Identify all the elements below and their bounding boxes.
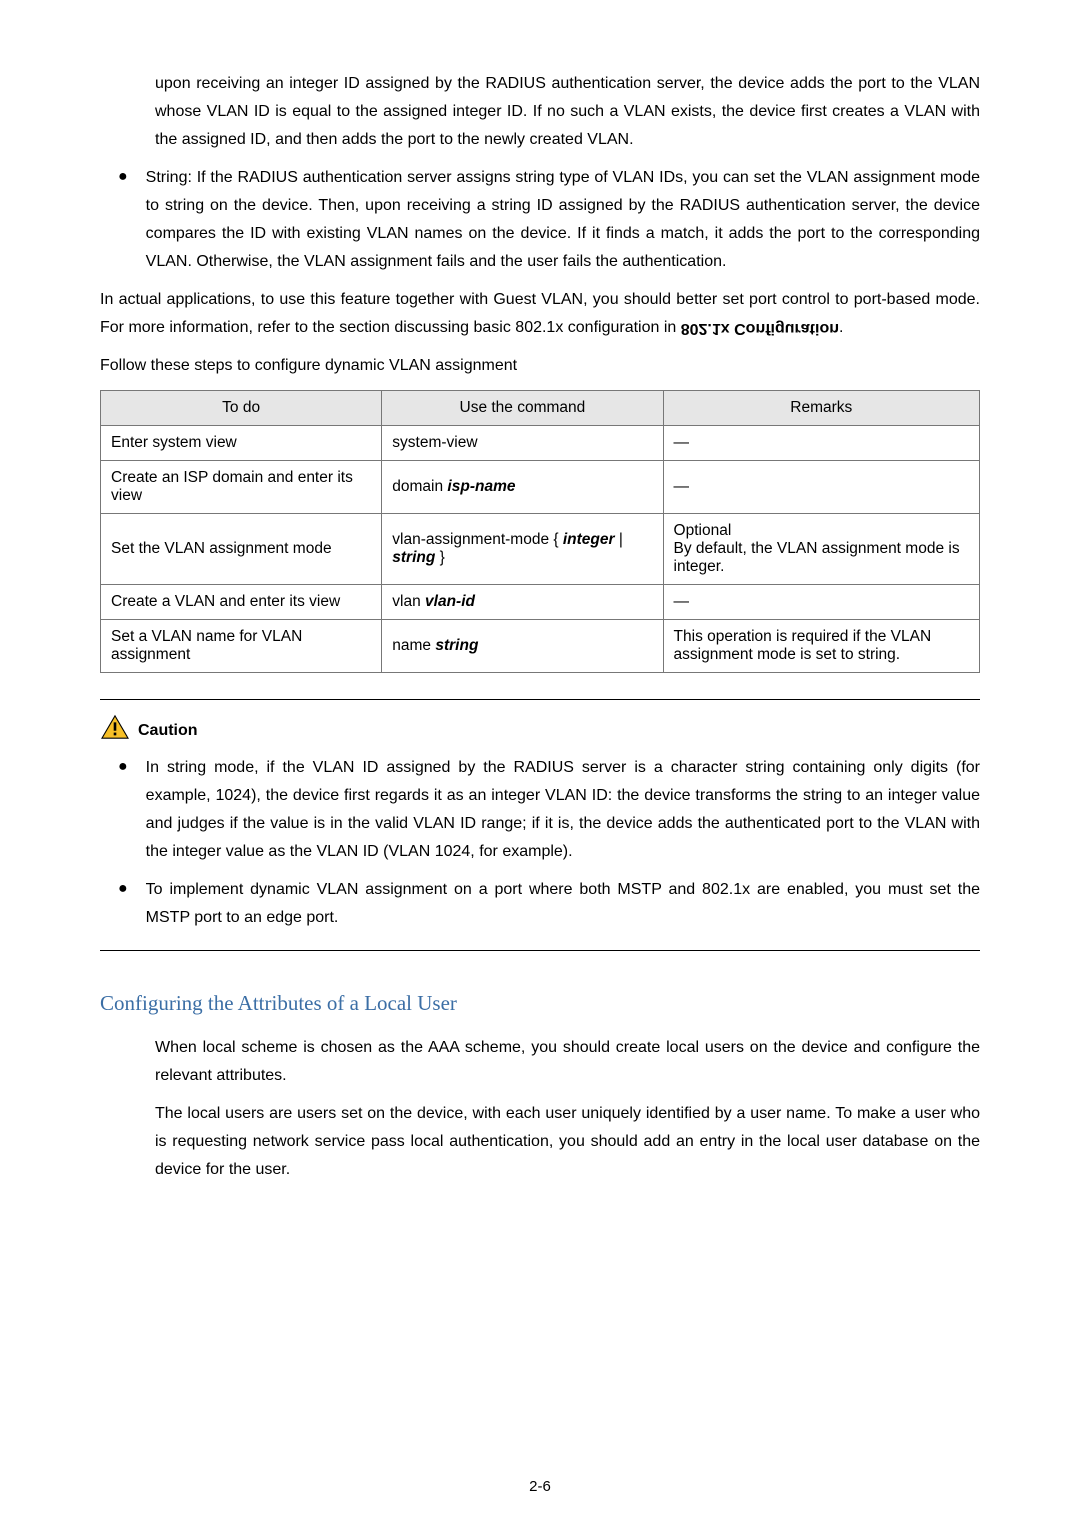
bullet-dot: ● [118,876,128,932]
cmd-arg: vlan-id [425,593,475,610]
td-cmd: system-view [382,426,663,461]
td-todo: Set a VLAN name for VLAN assignment [101,620,382,673]
table-header-row: To do Use the command Remarks [101,391,980,426]
td-cmd: domain isp-name [382,461,663,514]
td-remarks: — [663,426,979,461]
follow-steps-text: Follow these steps to configure dynamic … [100,352,980,380]
cmd-arg: string [435,637,478,654]
td-cmd: vlan vlan-id [382,585,663,620]
caution-bullet-row: ● To implement dynamic VLAN assignment o… [118,876,980,932]
th-command: Use the command [382,391,663,426]
cmd-text: name [392,637,435,654]
table-row: Create an ISP domain and enter its view … [101,461,980,514]
td-todo: Enter system view [101,426,382,461]
td-remarks: — [663,461,979,514]
td-remarks: This operation is required if the VLAN a… [663,620,979,673]
actual-apps-bold: 802.1x Configuration [681,314,839,342]
table-row: Enter system view system-view — [101,426,980,461]
caution-b2-text: To implement dynamic VLAN assignment on … [146,876,980,932]
actual-apps-text: In actual applications, to use this feat… [100,291,980,336]
td-remarks: — [663,585,979,620]
td-todo: Create a VLAN and enter its view [101,585,382,620]
remarks-optional: Optional [674,522,969,540]
caution-label: Caution [138,722,198,740]
local-user-p1: When local scheme is chosen as the AAA s… [155,1034,980,1090]
td-todo: Set the VLAN assignment mode [101,514,382,585]
caution-bottom-rule [100,950,980,951]
cmd-text: } [435,549,444,566]
td-cmd: name string [382,620,663,673]
continuation-para: upon receiving an integer ID assigned by… [155,70,980,154]
bullet-dot: ● [118,164,128,276]
bullet-string-row: ● String: If the RADIUS authentication s… [118,164,980,276]
local-user-p2: The local users are users set on the dev… [155,1100,980,1184]
table-row: Set the VLAN assignment mode vlan-assign… [101,514,980,585]
td-remarks: Optional By default, the VLAN assignment… [663,514,979,585]
cmd-arg: isp-name [447,478,515,495]
bullet-string-text: String: If the RADIUS authentication ser… [146,164,980,276]
caution-heading: Caution [100,714,980,740]
section-heading-local-user: Configuring the Attributes of a Local Us… [100,991,980,1016]
actual-applications-para: In actual applications, to use this feat… [100,286,980,342]
caution-b1-text: In string mode, if the VLAN ID assigned … [146,754,980,866]
cmd-text: domain [392,478,447,495]
table-row: Set a VLAN name for VLAN assignment name… [101,620,980,673]
bullet-dot: ● [118,754,128,866]
caution-top-rule [100,699,980,700]
caution-bullet-row: ● In string mode, if the VLAN ID assigne… [118,754,980,866]
remarks-default: By default, the VLAN assignment mode is … [674,540,969,576]
config-table: To do Use the command Remarks Enter syst… [100,390,980,673]
table-row: Create a VLAN and enter its view vlan vl… [101,585,980,620]
th-remarks: Remarks [663,391,979,426]
page-number: 2-6 [0,1478,1080,1495]
cmd-text: vlan-assignment-mode { [392,531,563,548]
cmd-text: vlan [392,593,425,610]
cmd-arg: integer [563,531,615,548]
th-todo: To do [101,391,382,426]
td-todo: Create an ISP domain and enter its view [101,461,382,514]
caution-icon [100,714,130,740]
cmd-arg: string [392,549,435,566]
td-cmd: vlan-assignment-mode { integer | string … [382,514,663,585]
cmd-text: | [615,531,623,548]
